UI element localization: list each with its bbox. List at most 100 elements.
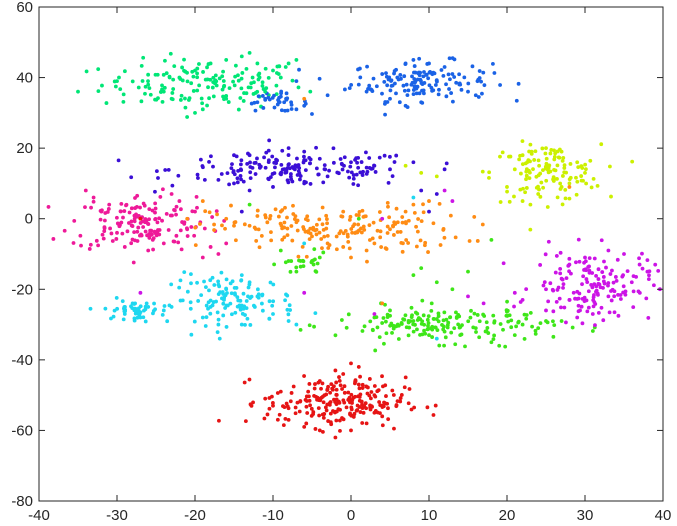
data-point <box>358 410 363 414</box>
data-point <box>307 398 312 403</box>
data-point <box>590 312 595 316</box>
data-point <box>323 167 328 172</box>
data-point <box>347 246 352 251</box>
data-point <box>380 403 385 408</box>
data-point <box>98 217 103 222</box>
data-point <box>317 428 322 433</box>
data-point <box>448 315 453 320</box>
data-point <box>193 110 197 115</box>
data-point <box>444 82 448 87</box>
data-point <box>538 194 543 199</box>
data-point <box>380 301 385 306</box>
data-point <box>178 98 183 102</box>
data-point <box>371 328 375 333</box>
data-point <box>178 278 183 283</box>
data-point <box>104 101 109 105</box>
data-point <box>157 216 162 221</box>
data-point <box>114 215 119 220</box>
data-point <box>273 165 277 170</box>
data-point <box>442 235 447 240</box>
data-point <box>321 400 326 405</box>
data-point <box>472 215 477 219</box>
data-point <box>338 428 342 433</box>
data-point <box>215 310 220 315</box>
data-point <box>263 396 268 401</box>
data-point <box>392 160 397 164</box>
data-point <box>182 57 186 62</box>
data-point <box>419 170 424 175</box>
data-point <box>636 289 641 294</box>
data-point <box>574 192 579 197</box>
data-point <box>368 87 373 92</box>
data-point <box>235 176 240 181</box>
data-point <box>255 89 260 94</box>
data-point <box>169 192 174 196</box>
data-point <box>185 289 190 294</box>
data-point <box>564 170 569 175</box>
data-point <box>346 390 351 395</box>
data-point <box>305 411 310 415</box>
data-point <box>96 243 101 248</box>
data-point <box>212 222 216 227</box>
data-point <box>454 316 459 320</box>
data-point <box>595 291 600 296</box>
data-point <box>427 333 431 338</box>
data-point <box>618 297 623 301</box>
data-point <box>411 195 416 200</box>
data-point <box>132 230 137 235</box>
data-point <box>265 412 270 417</box>
data-point <box>310 259 314 263</box>
data-point <box>289 102 294 107</box>
data-point <box>200 315 205 320</box>
data-point <box>553 168 558 173</box>
data-point <box>321 250 326 255</box>
data-point <box>437 87 441 92</box>
data-point <box>380 423 385 428</box>
data-point <box>386 204 390 209</box>
data-point <box>217 418 221 423</box>
data-point <box>300 244 305 249</box>
data-point <box>601 275 606 279</box>
data-point <box>581 274 586 279</box>
data-point <box>284 170 289 175</box>
data-point <box>153 206 158 211</box>
data-point <box>197 83 202 88</box>
data-point <box>285 307 290 312</box>
data-point <box>536 184 540 189</box>
data-point <box>447 87 451 91</box>
data-point <box>133 206 138 210</box>
data-point <box>463 344 467 349</box>
data-point <box>607 310 612 315</box>
data-point <box>242 91 246 95</box>
data-point <box>564 320 568 325</box>
data-point <box>583 259 588 264</box>
data-point <box>148 228 153 233</box>
data-point <box>358 392 363 397</box>
data-point <box>166 167 171 172</box>
data-point <box>153 210 157 215</box>
data-point <box>653 262 658 267</box>
data-point <box>415 327 419 332</box>
data-point <box>298 264 303 269</box>
data-point <box>213 73 218 78</box>
data-point <box>317 217 322 222</box>
data-point <box>334 387 339 392</box>
data-point <box>160 83 164 88</box>
data-point <box>367 223 372 228</box>
data-point <box>367 166 372 170</box>
data-point <box>407 387 412 391</box>
x-tick-label: -30 <box>106 507 128 524</box>
data-point <box>278 171 283 176</box>
data-point <box>272 262 277 267</box>
data-point <box>637 262 642 267</box>
data-point <box>270 95 275 100</box>
data-point <box>284 292 288 297</box>
data-point <box>337 400 342 405</box>
data-point <box>248 402 253 407</box>
data-point <box>479 79 484 84</box>
x-tick-label: -40 <box>28 507 50 524</box>
data-point <box>130 224 135 228</box>
data-point <box>352 411 357 416</box>
data-point <box>358 75 363 80</box>
data-point <box>293 214 298 219</box>
